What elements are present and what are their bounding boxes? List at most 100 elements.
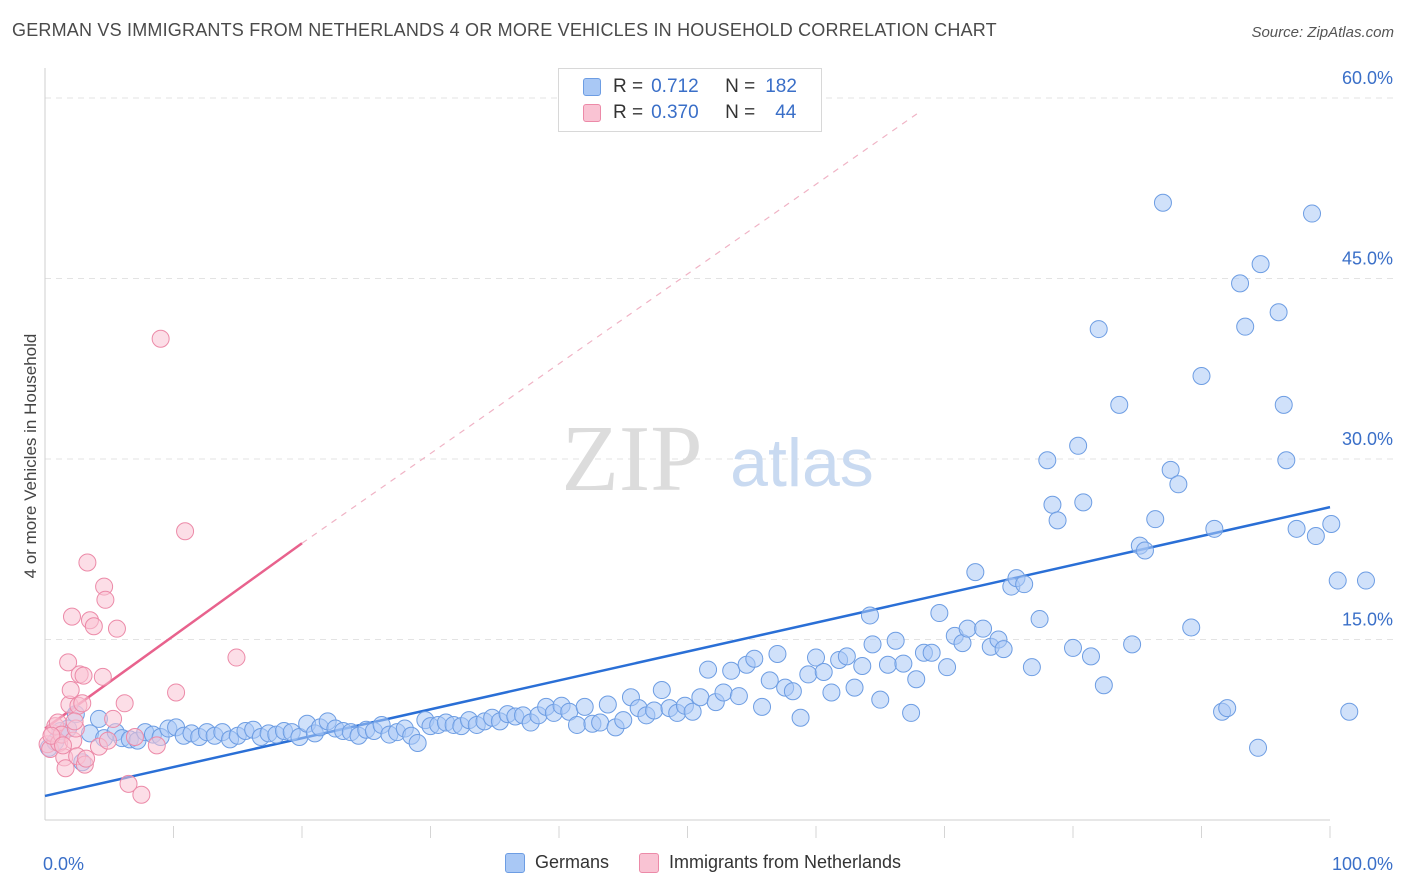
legend-n-label: N = [725,102,756,123]
y-axis-title: 4 or more Vehicles in Household [21,334,40,579]
german-point [753,697,772,716]
legend-label-netherlands: Immigrants from Netherlands [668,852,902,872]
german-point [714,683,733,702]
german-point [598,695,617,714]
german-point [1074,493,1093,512]
german-point [683,702,702,721]
y-tick-label: 60.0% [1342,68,1393,88]
german-point [699,660,718,679]
german-point [791,708,810,727]
german-point [1205,519,1224,538]
netherlands-point [65,712,84,731]
german-point [807,648,825,667]
netherlands-point [151,329,170,348]
german-point [1094,676,1113,695]
axes [44,68,1331,838]
netherlands-point [132,785,151,804]
german-point [1356,571,1375,590]
german-point [1340,702,1359,721]
german-point [691,688,710,707]
y-tick-label: 15.0% [1342,610,1393,630]
y-tick-label: 30.0% [1342,429,1393,449]
german-point [1038,451,1057,470]
netherlands-point [84,617,103,636]
german-point [860,606,879,625]
german-point [1169,475,1188,494]
german-point [1048,511,1067,530]
legend-item-germans[interactable]: Germans [504,852,609,873]
netherlands-point [98,731,117,750]
german-point [1064,638,1082,657]
netherlands-point [115,694,134,713]
german-point [1328,571,1347,590]
german-point [591,713,610,732]
german-point [966,563,985,582]
tick-labels: 15.0% 30.0% 45.0% 60.0% 0.0% 100.0% [43,68,1393,874]
german-point [863,635,882,654]
german-point [958,619,977,638]
german-point [1161,460,1180,479]
german-point [408,733,427,752]
german-point [871,690,890,709]
german-point [1322,515,1341,533]
german-point [575,697,594,716]
german-point [1069,436,1088,455]
german-point [930,604,949,623]
legend-item-netherlands[interactable]: Immigrants from Netherlands [638,852,902,873]
german-point [768,644,787,663]
german-point [894,654,913,673]
data-points [38,193,1375,804]
watermark: ZIP atlas [562,407,874,511]
german-point [614,711,633,730]
german-point [1182,618,1201,637]
german-point [1135,541,1154,560]
german-point [1303,204,1322,223]
netherlands-point [62,607,81,626]
netherlands-swatch [638,852,659,873]
german-trend-line [44,505,1331,798]
netherlands-point [73,694,92,713]
grid [45,97,1395,641]
legend-r-label: R = [613,102,644,123]
german-point [567,715,586,734]
german-point [822,683,841,702]
x-tick-label: 0.0% [43,854,84,874]
x-tick-label: 100.0% [1332,854,1393,874]
german-point [938,658,957,677]
legend-swatch-germans [583,78,601,96]
german-point [845,678,864,697]
german-point [878,655,897,674]
legend-r-label: R = [613,76,644,97]
german-point [1306,527,1325,546]
watermark-zip: ZIP [562,407,703,511]
german-point [974,619,993,638]
series-legend: Germans Immigrants from Netherlands [0,852,1406,873]
german-point [853,656,872,675]
german-point [745,649,764,668]
watermark-atlas: atlas [730,425,874,501]
legend-n-value: 182 [765,76,797,97]
german-point [1231,274,1250,293]
german-point [1153,193,1172,212]
german-point [1022,658,1041,677]
netherlands-trend-extension [301,111,920,544]
legend-r-value: 0.370 [651,102,699,123]
german-point [1274,395,1293,414]
legend-n-label: N = [725,76,756,97]
german-point [1218,699,1237,718]
legend-row-netherlands: R = 0.370 N = 44 [583,101,796,125]
legend-r-value: 0.712 [651,76,699,97]
netherlands-point [147,736,166,755]
german-point [1043,495,1062,514]
german-point [837,647,856,666]
german-point [1287,519,1306,538]
netherlands-point [61,681,80,700]
german-point [1089,320,1108,339]
german-point [722,661,741,680]
german-point [907,670,926,689]
netherlands-point [42,726,61,745]
netherlands-point [96,590,115,609]
german-point [1081,647,1100,666]
legend-row-germans: R = 0.712 N = 182 [583,75,797,99]
netherlands-point [107,619,126,638]
